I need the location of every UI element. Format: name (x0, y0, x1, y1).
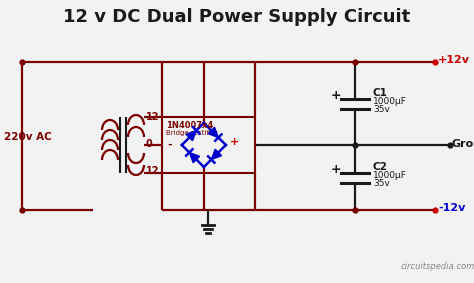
Polygon shape (208, 127, 219, 138)
Polygon shape (211, 149, 221, 160)
Text: 1N4007x4: 1N4007x4 (166, 121, 213, 130)
Text: 1000μF: 1000μF (373, 171, 407, 180)
Text: +12v: +12v (438, 55, 470, 65)
Text: +: + (331, 163, 341, 176)
Text: +: + (230, 137, 239, 147)
Text: 1000μF: 1000μF (373, 97, 407, 106)
Polygon shape (189, 153, 200, 163)
Text: circuitspedia.com: circuitspedia.com (401, 262, 474, 271)
Text: 35v: 35v (373, 105, 390, 114)
Text: C1: C1 (373, 89, 388, 98)
Polygon shape (186, 130, 196, 141)
Bar (162, 117, 255, 173)
Text: Bridge rectifier: Bridge rectifier (166, 130, 218, 136)
Text: -: - (168, 140, 173, 150)
Text: 35v: 35v (373, 179, 390, 188)
Text: 12 v DC Dual Power Supply Circuit: 12 v DC Dual Power Supply Circuit (64, 8, 410, 26)
Text: -12v: -12v (438, 203, 465, 213)
Text: C2: C2 (373, 162, 388, 173)
Text: 0: 0 (146, 139, 153, 149)
Text: 12: 12 (146, 112, 159, 122)
Text: 12: 12 (146, 166, 159, 176)
Text: Ground: Ground (452, 139, 474, 149)
Text: +: + (331, 89, 341, 102)
Text: 220v AC: 220v AC (4, 132, 52, 142)
